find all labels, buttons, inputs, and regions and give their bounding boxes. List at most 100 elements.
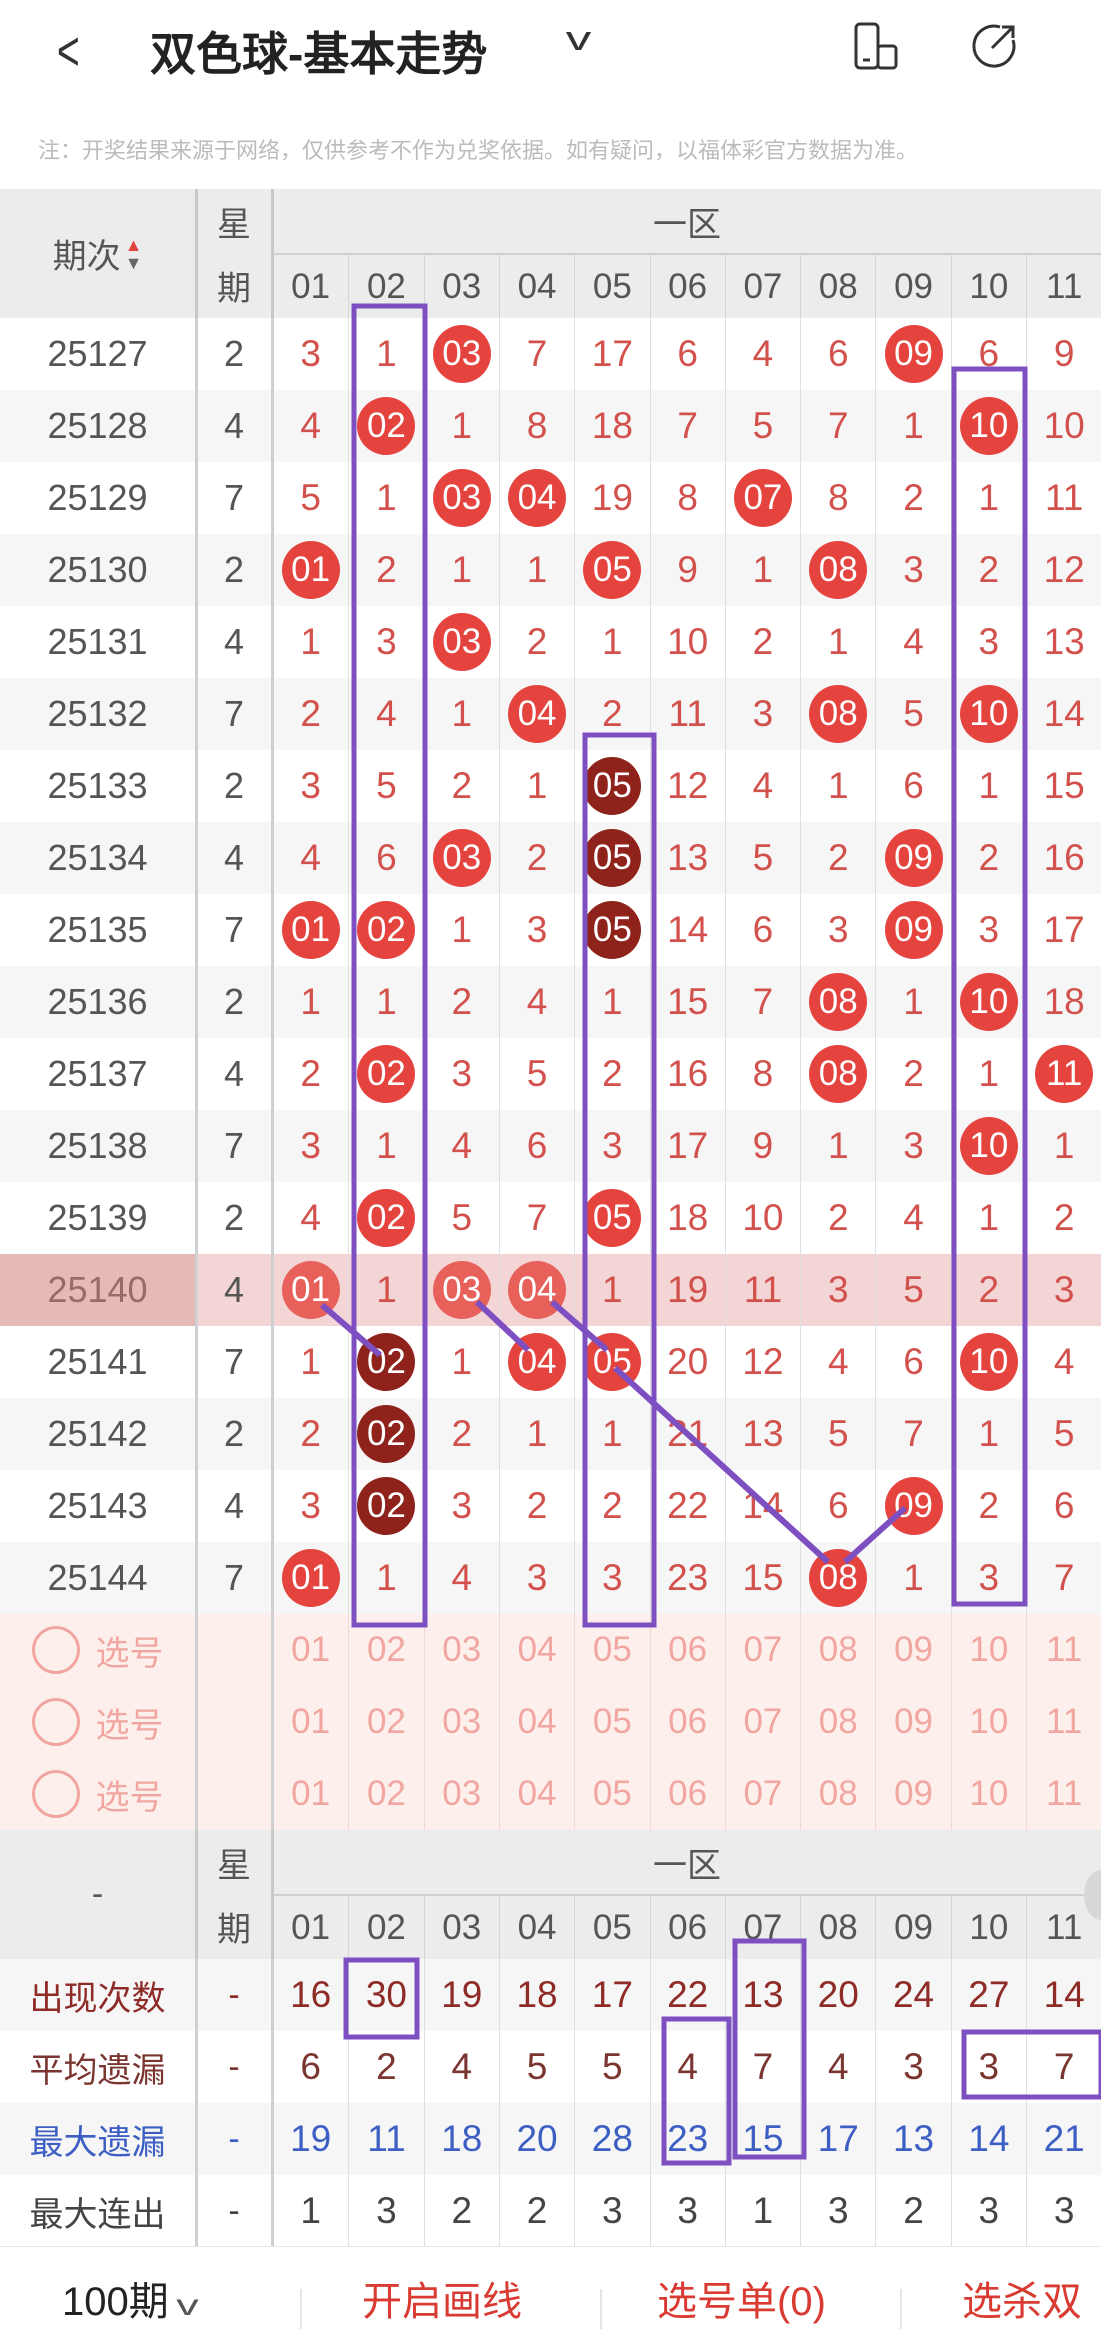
share-icon[interactable] [970,22,1018,70]
select-number[interactable]: 03 [423,1758,499,1830]
number-cell: 1 [300,981,321,1022]
divider [271,189,274,318]
number-cell: 1 [348,1542,423,1614]
select-number[interactable]: 10 [950,1686,1026,1758]
select-number[interactable]: 08 [800,1758,875,1830]
period-count-dropdown[interactable]: 100期 v [62,2269,199,2327]
select-number[interactable]: 02 [348,1686,423,1758]
winning-ball: 05 [583,757,642,815]
page-title[interactable]: 双色球-基本走势 [150,28,488,80]
number-cell: 4 [724,318,800,390]
select-number[interactable]: 09 [875,1686,950,1758]
weekday-cell: 2 [223,549,245,590]
top-bar: < 双色球-基本走势 v [0,0,1101,130]
select-number[interactable]: 05 [574,1614,649,1686]
number-header: 07 [724,1896,801,1959]
select-number[interactable]: 02 [348,1614,423,1686]
number-cell: 01 [273,534,348,606]
chevron-down-icon[interactable]: v [565,20,592,58]
stats-value: 13 [875,2103,950,2175]
select-number[interactable]: 09 [875,1758,950,1830]
select-number[interactable]: 11 [1026,1686,1101,1758]
select-number[interactable]: 06 [649,1614,725,1686]
number-cell: 4 [724,750,800,822]
pick-list-button[interactable]: 选号单(0) [657,2280,826,2324]
divider [600,2289,602,2329]
select-number[interactable]: 11 [1026,1614,1101,1686]
kill-button[interactable]: 选杀双 [962,2280,1082,2324]
stats-value: 4 [649,2031,725,2103]
select-row-toggle[interactable]: 选号 [0,1758,195,1830]
select-number[interactable]: 04 [498,1758,574,1830]
winning-ball: 01 [281,1261,340,1319]
select-number[interactable]: 10 [950,1758,1026,1830]
select-row-toggle[interactable]: 选号 [0,1614,195,1686]
period-cell: 25139 [47,1197,148,1238]
number-cell: 7 [498,318,574,390]
stats-value: 2 [348,2031,423,2103]
phone-rotate-icon[interactable] [852,22,900,70]
number-cell: 02 [348,1182,423,1254]
select-number[interactable]: 03 [423,1686,499,1758]
select-number[interactable]: 01 [291,1774,331,1813]
number-cell: 02 [348,1038,423,1110]
radio-circle-icon[interactable] [31,1698,80,1746]
select-row-toggle[interactable]: 选号 [0,1686,195,1758]
number-cell: 6 [649,318,725,390]
select-number[interactable]: 06 [649,1686,725,1758]
select-number[interactable]: 10 [950,1614,1026,1686]
select-number[interactable]: 09 [875,1614,950,1686]
select-number[interactable]: 07 [724,1758,800,1830]
select-number[interactable]: 08 [800,1686,875,1758]
back-icon[interactable]: < [56,19,80,82]
select-row-background [0,1758,1101,1830]
winning-ball: 08 [809,1549,868,1607]
number-header: 09 [875,255,951,318]
number-header: 05 [574,1896,650,1959]
radio-circle-icon[interactable] [31,1626,80,1674]
select-number[interactable]: 05 [574,1686,649,1758]
number-cell: 1 [574,606,649,678]
stats-value: 1 [300,2190,321,2231]
scroll-handle[interactable] [1084,1870,1101,1920]
select-number[interactable]: 08 [800,1614,875,1686]
select-number[interactable]: 02 [348,1758,423,1830]
winning-ball: 03 [432,613,491,671]
select-number[interactable]: 03 [423,1614,499,1686]
number-cell: 19 [649,1254,725,1326]
radio-circle-icon[interactable] [31,1770,80,1818]
winning-ball: 02 [357,1045,416,1103]
number-cell: 2 [498,1470,574,1542]
number-cell: 1 [348,1254,423,1326]
select-number[interactable]: 06 [649,1758,725,1830]
number-cell: 1 [724,534,800,606]
stats-value: 3 [875,2031,950,2103]
number-cell: 17 [1026,894,1101,966]
select-number[interactable]: 04 [498,1614,574,1686]
number-cell: 1 [950,750,1026,822]
stats-label: 平均遗漏 [29,2051,166,2090]
stats-weekday: - [228,2047,240,2086]
winning-ball: 01 [281,1549,340,1607]
stats-value: 18 [423,2103,499,2175]
number-cell: 14 [1026,678,1101,750]
weekday-cell: 4 [223,1053,245,1094]
select-number[interactable]: 05 [574,1758,649,1830]
stats-value: 16 [290,1974,332,2015]
number-header: 01 [273,255,349,318]
stats-value: 19 [423,1959,499,2031]
period-cell: 25140 [0,1254,195,1326]
select-number[interactable]: 04 [498,1686,574,1758]
select-number[interactable]: 07 [724,1686,800,1758]
number-cell: 2 [498,606,574,678]
number-cell: 5 [1026,1398,1101,1470]
number-cell: 4 [1026,1326,1101,1398]
number-cell: 02 [348,1470,423,1542]
select-number[interactable]: 07 [724,1614,800,1686]
select-number[interactable]: 01 [291,1702,331,1741]
draw-lines-button[interactable]: 开启画线 [362,2280,522,2324]
period-sort-header[interactable]: 期次 ▲ ▼ [0,189,195,318]
select-number[interactable]: 11 [1026,1758,1101,1830]
select-number[interactable]: 01 [291,1630,331,1669]
number-cell: 5 [724,822,800,894]
